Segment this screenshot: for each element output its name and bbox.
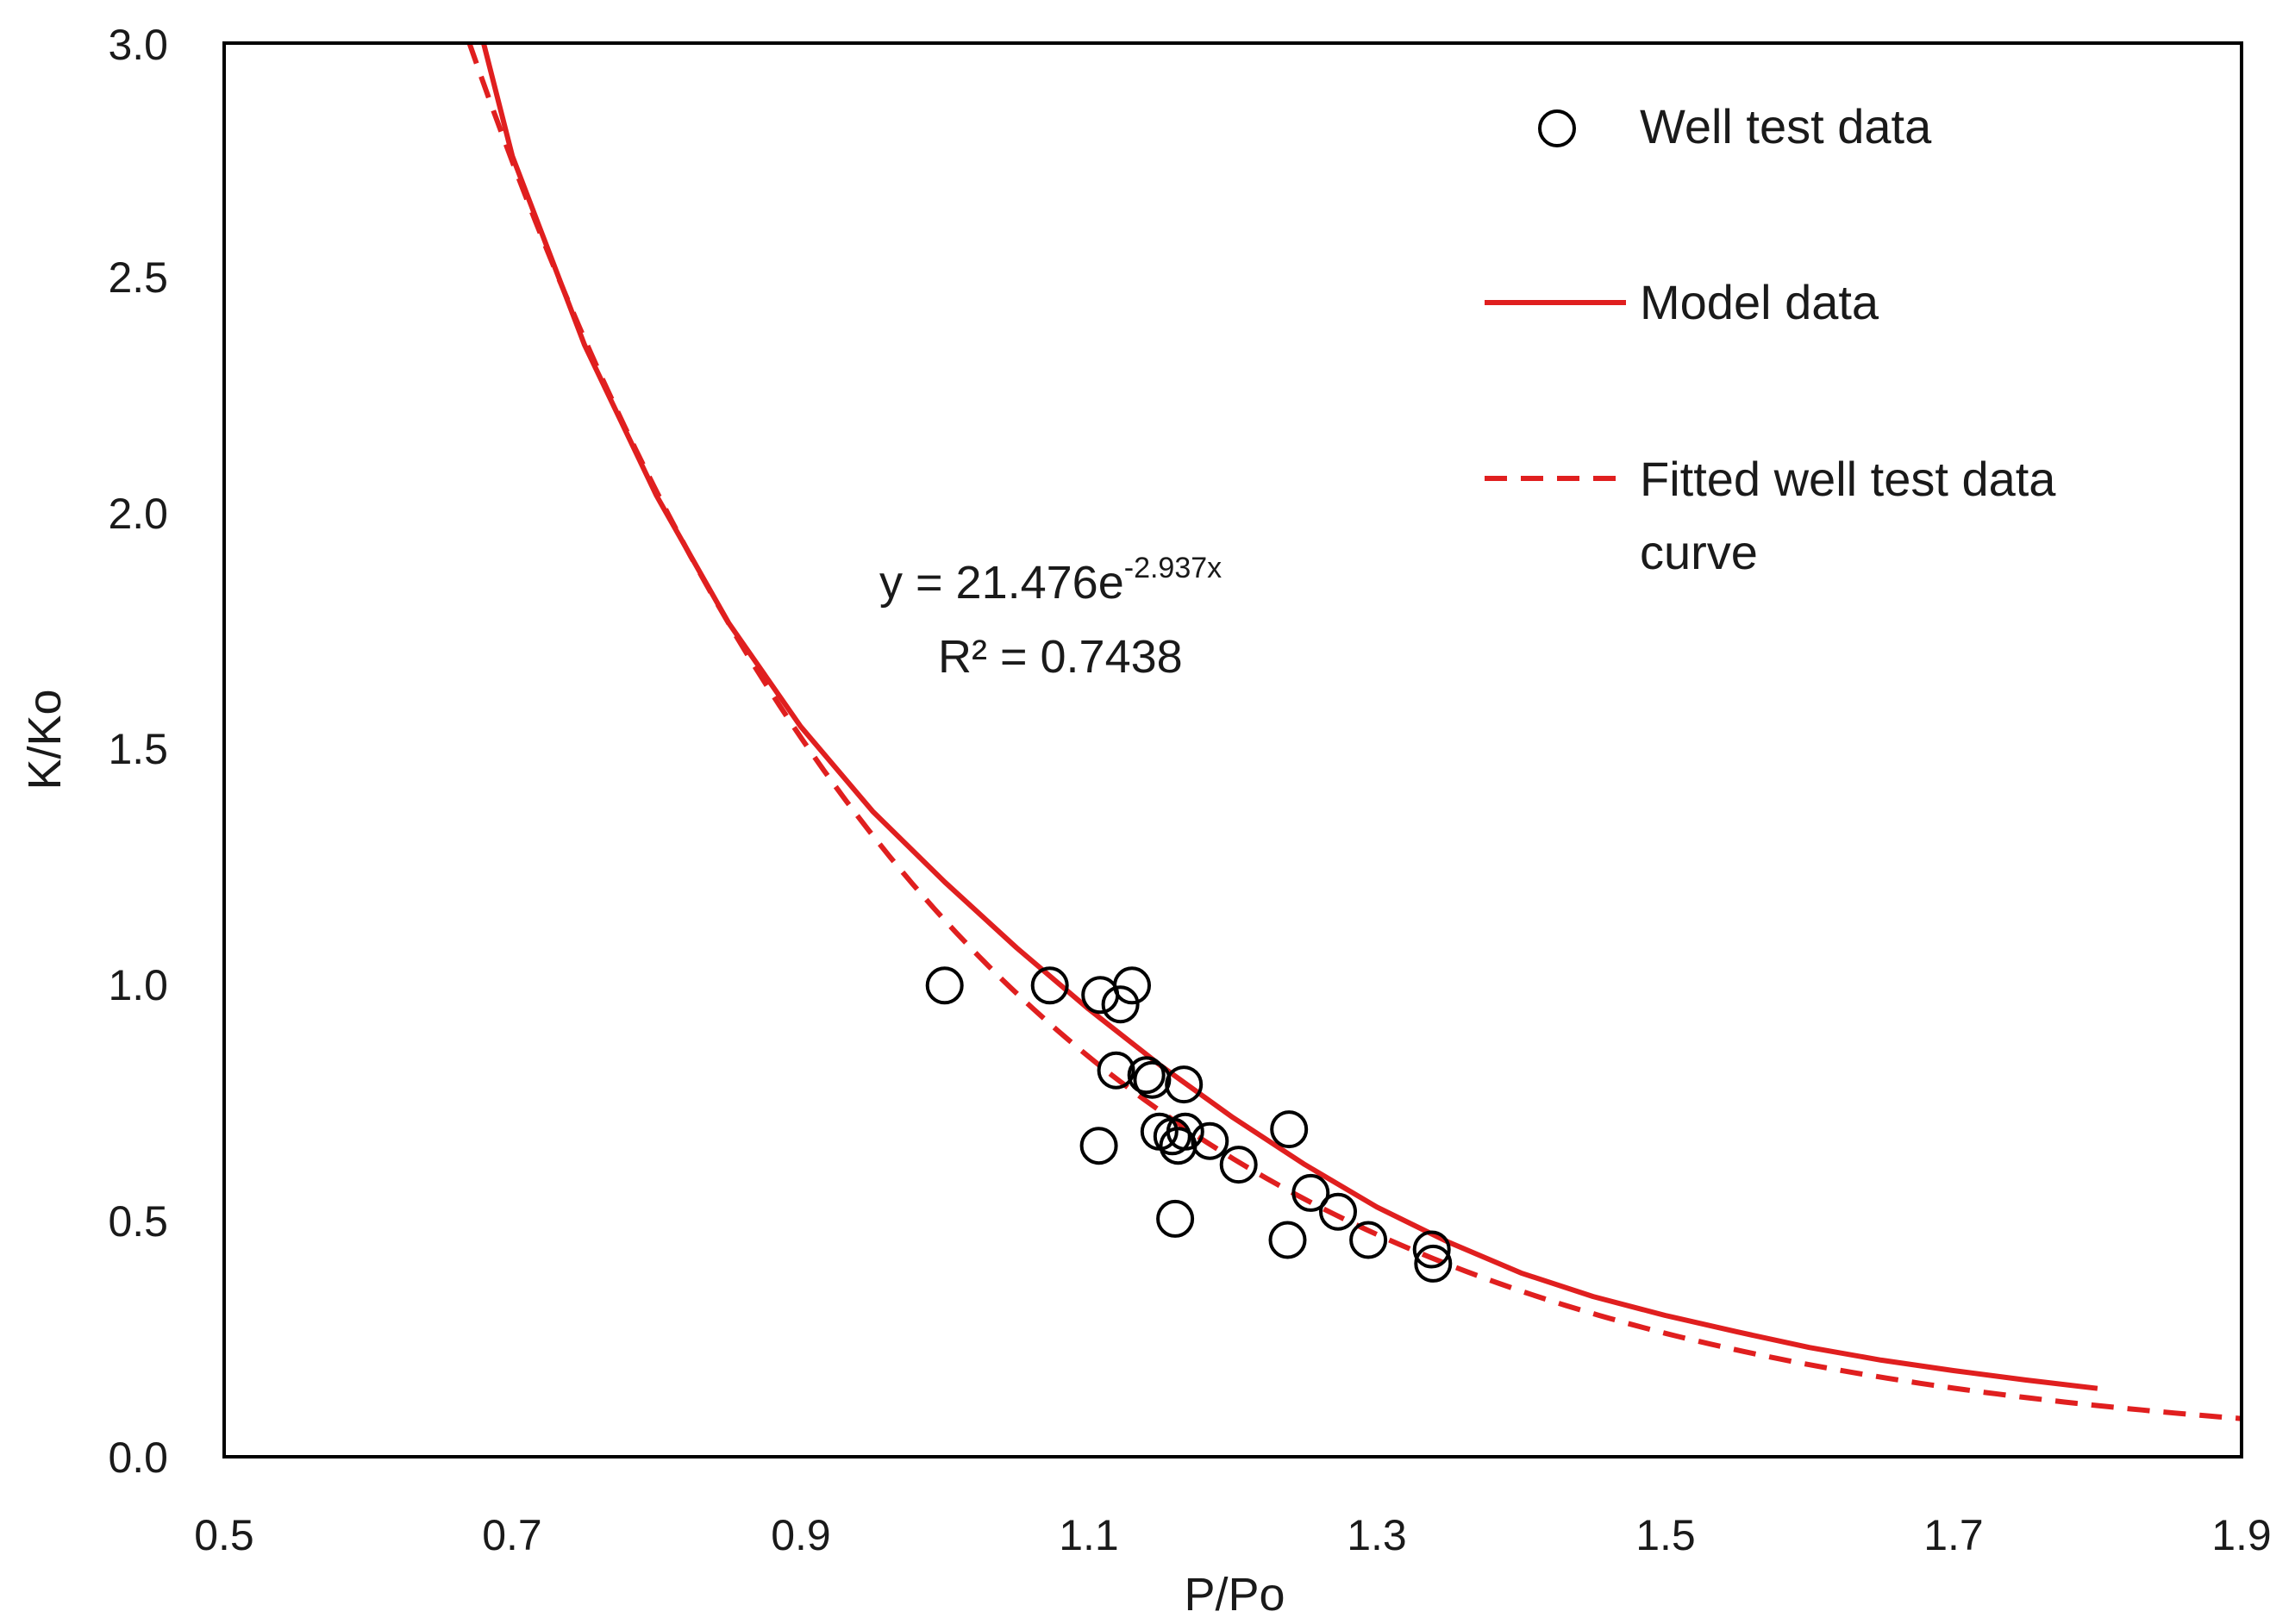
trendline-annotation: y = 21.476e-2.937x R² = 0.7438	[879, 552, 1222, 683]
x-tick-label-6: 1.7	[1923, 1511, 1984, 1559]
well-test-data-point-5	[1097, 1051, 1135, 1090]
x-tick-label-2: 0.9	[771, 1511, 831, 1559]
model-data-line	[480, 42, 2098, 1391]
y-tick-label-2: 1.0	[108, 961, 168, 1009]
y-tick-label-5: 2.5	[108, 253, 168, 302]
well-test-data-point-13	[1166, 1112, 1204, 1151]
well-test-data-point-14	[1191, 1121, 1229, 1160]
x-tick-label-5: 1.5	[1635, 1511, 1696, 1559]
legend: Well test data Model data Fitted well te…	[1485, 99, 2056, 579]
x-tick-labels: 0.5 0.7 0.9 1.1 1.3 1.5 1.7 1.9	[194, 1511, 2272, 1559]
fitted-curve-line	[466, 41, 2242, 1421]
legend-label-fitted-curve-line1: Fitted well test data	[1640, 452, 2056, 506]
x-tick-label-3: 1.1	[1059, 1511, 1119, 1559]
trendline-equation: y = 21.476e-2.937x	[879, 552, 1222, 609]
well-test-data-point-15	[1219, 1146, 1258, 1184]
well-test-data-point-23	[1414, 1244, 1453, 1283]
well-test-data-point-21	[1349, 1221, 1388, 1259]
trendline-equation-base: y = 21.476e	[879, 557, 1124, 609]
plot-markers	[925, 966, 1453, 1283]
well-test-data-point-20	[1268, 1221, 1307, 1259]
well-test-data-point-18	[1291, 1173, 1330, 1212]
well-test-data-point-4	[1113, 966, 1151, 1005]
well-test-data-point-8	[1165, 1065, 1204, 1104]
x-tick-label-0: 0.5	[194, 1511, 254, 1559]
legend-label-well-test-data: Well test data	[1640, 99, 1932, 153]
well-test-data-point-19	[1319, 1192, 1357, 1231]
well-test-data-point-17	[1270, 1110, 1309, 1149]
y-axis-title: K/Ko	[19, 689, 71, 790]
well-test-data-point-6	[1127, 1056, 1166, 1095]
plot-lines	[466, 41, 2242, 1421]
x-tick-label-1: 0.7	[482, 1511, 542, 1559]
well-test-data-point-22	[1412, 1230, 1451, 1269]
y-tick-label-3: 1.5	[108, 725, 168, 773]
y-tick-label-0: 0.0	[108, 1433, 168, 1482]
y-tick-label-6: 3.0	[108, 21, 168, 69]
well-test-data-point-1	[1030, 966, 1069, 1005]
r-squared-label: R² = 0.7438	[938, 631, 1183, 683]
y-tick-label-1: 0.5	[108, 1197, 168, 1246]
well-test-data-point-0	[925, 966, 964, 1005]
x-axis-title: P/Po	[1184, 1569, 1285, 1621]
well-test-data-point-7	[1133, 1060, 1172, 1099]
y-tick-labels: 0.0 0.5 1.0 1.5 2.0 2.5 3.0	[108, 21, 168, 1482]
plot-frame	[222, 41, 2243, 1458]
legend-marker-well-test-data	[1538, 109, 1576, 147]
well-test-data-point-3	[1101, 985, 1140, 1024]
trendline-equation-exponent: -2.937x	[1124, 552, 1222, 584]
legend-label-model-data: Model data	[1640, 275, 1879, 329]
legend-label-fitted-curve-line2: curve	[1640, 525, 1758, 579]
well-test-data-point-9	[1079, 1127, 1118, 1165]
x-tick-label-4: 1.3	[1347, 1511, 1407, 1559]
y-tick-label-4: 2.0	[108, 490, 168, 538]
x-tick-label-7: 1.9	[2211, 1511, 2272, 1559]
well-test-data-point-16	[1156, 1199, 1195, 1238]
